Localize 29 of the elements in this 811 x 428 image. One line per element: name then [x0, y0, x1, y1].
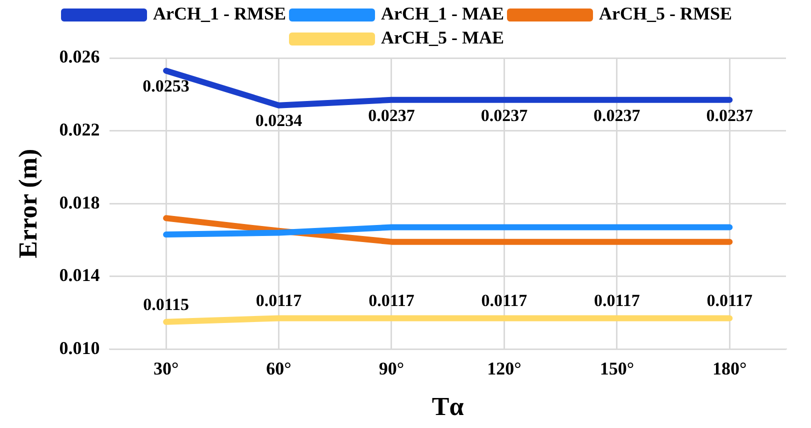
legend-label: ArCH_1 - RMSE [153, 4, 286, 24]
legend-label: ArCH_5 - MAE [381, 28, 504, 48]
y-axis-title: Error (m) [13, 148, 42, 258]
x-tick-label: 60° [266, 358, 292, 379]
data-label: 0.0234 [255, 111, 303, 130]
y-tick-label: 0.014 [59, 265, 100, 286]
data-label: 0.0237 [480, 106, 528, 125]
x-tick-label: 180° [712, 358, 747, 379]
data-label: 0.0117 [368, 291, 415, 310]
data-label: 0.0117 [706, 291, 754, 310]
x-tick-label: 120° [487, 358, 522, 379]
data-label: 0.0253 [142, 76, 190, 96]
legend-label: ArCH_1 - MAE [381, 4, 504, 24]
data-label: 0.0117 [481, 291, 528, 310]
x-tick-label: 90° [378, 358, 404, 379]
y-tick-label: 0.018 [59, 192, 100, 212]
x-axis-title: Tα [432, 392, 464, 422]
data-label: 0.0237 [594, 106, 641, 125]
data-label: 0.0117 [256, 291, 302, 310]
data-label: 0.0115 [143, 294, 189, 314]
x-tick-label: 150° [600, 358, 634, 379]
legend-label: ArCH_5 - RMSE [598, 4, 732, 24]
y-tick-label: 0.026 [59, 46, 100, 67]
x-tick-label: 30° [153, 358, 179, 379]
data-label: 0.0237 [706, 106, 754, 125]
y-tick-label: 0.022 [59, 119, 100, 140]
y-tick-label: 0.010 [59, 338, 100, 358]
data-label: 0.0117 [594, 291, 640, 310]
data-label: 0.0237 [368, 106, 416, 125]
